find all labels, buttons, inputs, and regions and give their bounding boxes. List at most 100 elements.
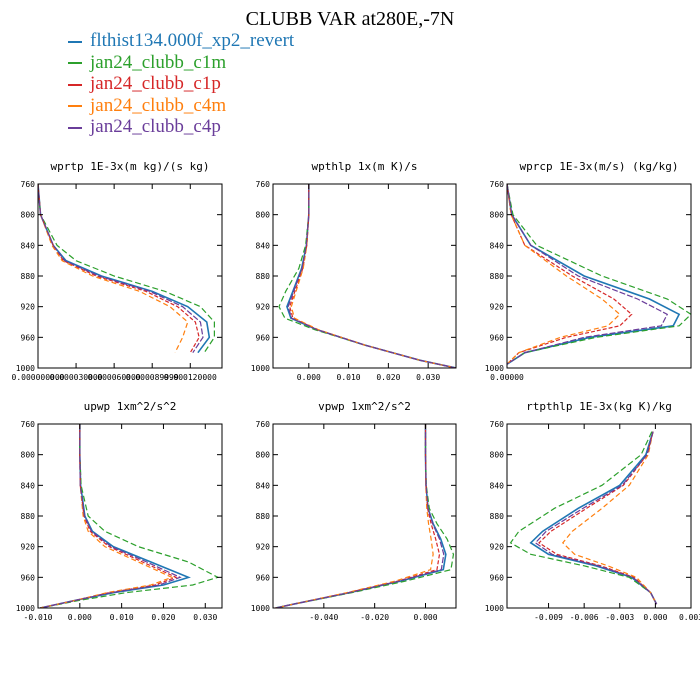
y-tick-label: 800 [21,211,36,220]
series-line [534,431,658,605]
y-tick-label: 880 [256,272,271,281]
series-line [39,424,220,608]
y-tick-label: 920 [21,303,36,312]
x-tick-label: 0.000120000 [164,373,217,382]
y-tick-label: 840 [256,481,271,490]
x-tick-label: 0.000 [643,613,667,622]
plot-frame [37,423,223,609]
y-tick-label: 760 [490,180,505,189]
x-tick-label: 0.010 [337,373,361,382]
legend-label: jan24_clubb_c1m [90,51,227,73]
panel-title: rtpthlp 1E-3x(kg K)/kg [526,400,672,413]
x-tick-label: 0.000 [297,373,321,382]
y-tick-label: 1000 [16,364,35,373]
y-tick-label: 880 [21,272,36,281]
y-tick-label: 1000 [485,604,504,613]
y-tick-label: 760 [256,420,271,429]
y-tick-label: 920 [490,543,505,552]
legend-item: jan24_clubb_c1p [68,73,294,95]
series-line [38,184,204,354]
x-tick-label: 0.003 [679,613,700,622]
legend: flthist134.000f_xp2_revert jan24_clubb_c… [68,30,294,138]
legend-item: jan24_clubb_c4p [68,116,294,138]
y-tick-label: 960 [21,333,36,342]
x-tick-label: -0.009 [534,613,563,622]
chart-title: CLUBB VAR at280E,-7N [245,8,455,30]
x-tick-label: 0.000 [68,613,92,622]
x-tick-label: 0.020 [151,613,175,622]
y-tick-label: 840 [21,481,36,490]
y-tick-label: 760 [490,420,505,429]
y-tick-label: 840 [256,241,271,250]
series-line [39,424,174,608]
series-line [38,184,215,354]
series-line [275,424,447,608]
series-line [507,184,633,365]
legend-label: flthist134.000f_xp2_revert [90,30,295,51]
series-line [561,431,658,605]
legend-swatch [68,62,82,65]
y-tick-label: 1000 [251,364,270,373]
y-tick-label: 920 [490,303,505,312]
x-tick-label: 0.000000000 [12,373,65,382]
y-tick-label: 880 [21,512,36,521]
legend-swatch [68,40,82,43]
plot-frame [506,423,692,609]
x-tick-label: -0.020 [360,613,389,622]
y-tick-label: 800 [490,451,505,460]
y-tick-label: 800 [21,451,36,460]
y-tick-label: 920 [256,543,271,552]
x-tick-label: -0.040 [309,613,338,622]
series-line [529,431,658,605]
series-line [286,184,456,368]
series-line [290,184,456,368]
series-line [507,184,691,365]
series-line [507,184,621,365]
y-tick-label: 960 [256,333,271,342]
legend-item: flthist134.000f_xp2_revert [68,30,294,52]
series-line [509,431,658,605]
x-tick-label: -0.006 [570,613,599,622]
series-line [38,184,200,353]
x-tick-label: 0.00000 [490,373,524,382]
series-line [275,424,441,608]
panel-title: wpthlp 1x(m K)/s [312,160,418,173]
series-line [507,184,681,365]
chart-panel: upwp 1xm^2/s^2 760 800 840 880 920 960 1000-0.0… [16,400,223,622]
y-tick-label: 840 [490,241,505,250]
y-tick-label: 880 [490,272,505,281]
y-tick-label: 800 [256,211,271,220]
y-tick-label: 920 [256,303,271,312]
legend-item: jan24_clubb_c4m [68,95,294,117]
chart-panel: wprtp 1E-3x(m kg)/(s kg) 760 800 840 880 920 9… [12,160,223,382]
series-line [275,424,434,608]
legend-label: jan24_clubb_c4p [90,116,221,138]
y-tick-label: 880 [256,512,271,521]
legend-swatch [68,105,82,108]
series-line [287,184,456,368]
series-line [507,184,669,365]
series-line [275,424,445,608]
panel-title: wprcp 1E-3x(m/s) (kg/kg) [520,160,679,173]
y-tick-label: 1000 [485,364,504,373]
x-tick-label: -0.010 [24,613,53,622]
series-line [39,424,182,608]
y-tick-label: 920 [21,543,36,552]
x-tick-label: 0.000030000 [50,373,103,382]
y-tick-label: 960 [256,573,271,582]
y-tick-label: 1000 [251,604,270,613]
panel-title: wprtp 1E-3x(m kg)/(s kg) [51,160,210,173]
y-tick-label: 960 [21,573,36,582]
plot-frame [272,423,457,609]
y-tick-label: 760 [21,420,36,429]
y-tick-label: 800 [256,451,271,460]
x-tick-label: -0.003 [605,613,634,622]
x-tick-label: 0.030 [416,373,440,382]
x-tick-label: 0.030 [193,613,217,622]
series-line [278,184,456,368]
y-tick-label: 880 [490,512,505,521]
y-tick-label: 1000 [16,604,35,613]
chart-panel: vpwp 1xm^2/s^2 760 800 840 880 920 960 1000 -0.0… [251,400,457,622]
legend-label: jan24_clubb_c1p [90,73,221,95]
